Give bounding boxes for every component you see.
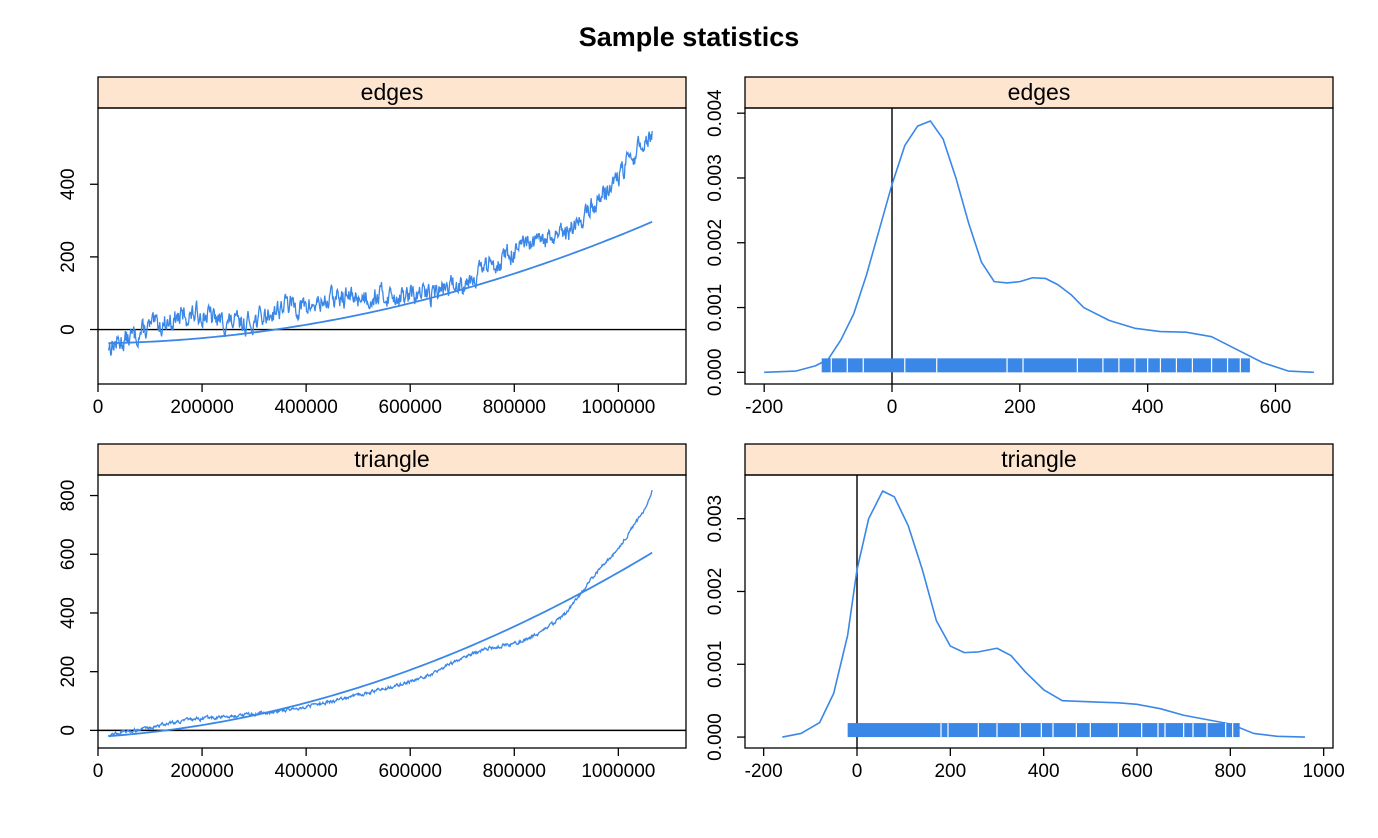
panel-edges-density: edges -200 0 200 400 600 0.000 0.001 0.002 0.003 0…: [705, 76, 1334, 418]
y-tick-label-triangle-trace-2: 400: [58, 597, 79, 629]
plot-frame-edges-trace: [97, 107, 687, 385]
x-tick-label-triangle-trace-3: 600000: [379, 761, 442, 782]
strip-label-edges-trace: edges: [361, 79, 424, 105]
x-tick-label-edges-density-2: 200: [1004, 397, 1036, 418]
y-tick-label-triangle-trace-1: 200: [58, 656, 79, 688]
x-tick-label-triangle-trace-4: 800000: [483, 761, 546, 782]
x-tick-label-edges-density-4: 600: [1260, 397, 1292, 418]
x-tick-label-triangle-density-1: 0: [852, 761, 863, 782]
x-tick-label-triangle-density-3: 400: [1028, 761, 1060, 782]
plot-frame-triangle-density: [744, 474, 1334, 749]
y-tick-label-triangle-density-2: 0.002: [705, 568, 726, 616]
panel-triangle-density: triangle -200 0 200 400 600 800 1000 0.000 0.001 0…: [705, 443, 1345, 782]
strip-label-triangle-density: triangle: [1001, 446, 1076, 472]
smooth-fit-triangle-trace: [108, 551, 653, 738]
x-tick-label-edges-density-3: 400: [1132, 397, 1164, 418]
y-tick-label-edges-trace-1: 200: [58, 241, 79, 273]
x-tick-label-edges-trace-0: 0: [93, 397, 104, 418]
x-tick-label-edges-trace-4: 800000: [483, 397, 546, 418]
strip-label-edges-density: edges: [1008, 79, 1071, 105]
x-tick-label-triangle-density-0: -200: [745, 761, 783, 782]
x-tick-label-triangle-density-6: 1000: [1303, 761, 1345, 782]
plot-frame-edges-density: [744, 107, 1334, 385]
density-curve-triangle-density: [782, 490, 1306, 738]
x-tick-label-triangle-density-2: 200: [934, 761, 966, 782]
smooth-fit-edges-trace: [108, 220, 653, 345]
density-curve-edges-density: [764, 120, 1314, 374]
x-tick-label-edges-density-1: 0: [887, 397, 898, 418]
y-tick-label-triangle-trace-0: 0: [58, 725, 79, 736]
trace-line-triangle-trace: [107, 489, 653, 738]
y-tick-label-edges-trace-0: 0: [58, 324, 79, 335]
x-tick-label-edges-trace-1: 200000: [170, 397, 233, 418]
x-tick-label-edges-trace-2: 400000: [274, 397, 337, 418]
y-tick-label-triangle-trace-4: 800: [58, 480, 79, 512]
figure-title: Sample statistics: [579, 22, 800, 52]
x-tick-label-triangle-trace-5: 1000000: [581, 761, 655, 782]
x-tick-label-triangle-density-5: 800: [1214, 761, 1246, 782]
x-tick-label-triangle-density-4: 600: [1121, 761, 1153, 782]
trace-line-edges-trace: [107, 130, 653, 356]
panel-edges-trace: edges 0 200000 400000 600000 800000 1000000 0 20…: [58, 76, 687, 418]
strip-edges-trace: [97, 76, 687, 109]
strip-triangle-trace: [97, 443, 687, 476]
strip-edges-density: [744, 76, 1334, 109]
y-tick-label-edges-trace-2: 400: [58, 168, 79, 200]
plot-frame-triangle-trace: [97, 474, 687, 749]
y-tick-label-edges-density-4: 0.004: [705, 89, 726, 137]
y-tick-label-triangle-trace-3: 600: [58, 538, 79, 570]
rug-triangle-density: [847, 723, 1240, 738]
y-tick-label-triangle-density-0: 0.000: [705, 713, 726, 761]
y-tick-label-triangle-density-1: 0.001: [705, 641, 726, 689]
x-tick-label-triangle-trace-1: 200000: [170, 761, 233, 782]
panel-triangle-trace: triangle 0 200000 400000 600000 800000 1000000…: [58, 443, 687, 782]
y-tick-label-edges-density-3: 0.003: [705, 154, 726, 202]
y-tick-label-triangle-density-3: 0.003: [705, 495, 726, 543]
strip-label-triangle-trace: triangle: [354, 446, 429, 472]
x-tick-label-edges-trace-5: 1000000: [581, 397, 655, 418]
y-tick-label-edges-density-2: 0.002: [705, 219, 726, 267]
x-tick-label-edges-density-0: -200: [745, 397, 783, 418]
x-tick-label-edges-trace-3: 600000: [379, 397, 442, 418]
y-tick-label-edges-density-0: 0.000: [705, 349, 726, 397]
rug-edges-density: [821, 358, 1250, 373]
x-tick-label-triangle-trace-2: 400000: [274, 761, 337, 782]
y-tick-label-edges-density-1: 0.001: [705, 284, 726, 332]
x-tick-label-triangle-trace-0: 0: [93, 761, 104, 782]
